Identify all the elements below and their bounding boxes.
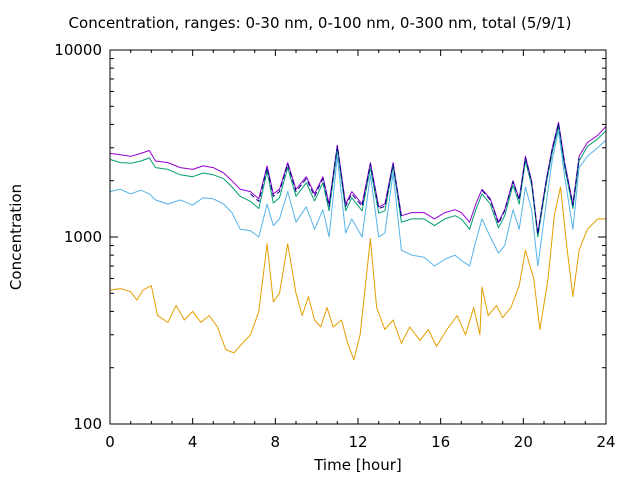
x-tick-label: 24 xyxy=(596,433,615,451)
series-line-4 xyxy=(250,145,402,218)
series-line-3 xyxy=(109,130,607,267)
x-tick-label: 8 xyxy=(271,433,281,451)
x-axis-label: Time [hour] xyxy=(314,456,402,474)
y-tick-label: 10000 xyxy=(54,41,102,59)
series-layer xyxy=(109,121,607,361)
ticks-layer: 0 4 8 12 16 20 24 100 1000 10000 xyxy=(54,41,615,451)
plot-frame xyxy=(109,49,607,425)
x-tick-label: 4 xyxy=(188,433,198,451)
x-tick-label: 0 xyxy=(105,433,115,451)
series-line-1 xyxy=(109,121,607,234)
series-line-5 xyxy=(109,186,606,361)
chart-title: Concentration, ranges: 0-30 nm, 0-100 nm… xyxy=(68,14,572,32)
series-line-4 xyxy=(481,122,580,236)
y-axis-label: Concentration xyxy=(7,183,25,291)
x-tick-label: 16 xyxy=(431,433,450,451)
x-tick-label: 12 xyxy=(348,433,367,451)
y-tick-label: 1000 xyxy=(64,228,102,246)
x-tick-label: 20 xyxy=(514,433,533,451)
y-tick-label: 100 xyxy=(73,415,102,433)
